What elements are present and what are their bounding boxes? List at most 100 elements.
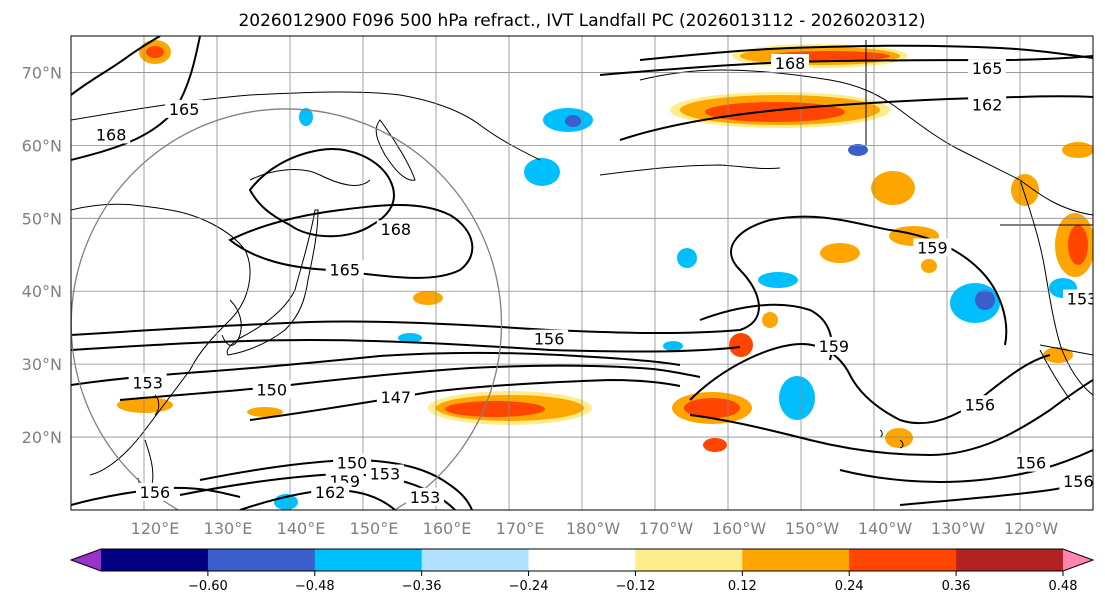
contour-168-japan: [248, 148, 395, 238]
contour-label: 153: [132, 373, 163, 392]
shade-patch-positive: [762, 312, 778, 328]
map-title: 2026012900 F096 500 hPa refract., IVT La…: [238, 11, 925, 31]
longitude-label: 170°E: [496, 519, 545, 538]
longitude-label: 170°W: [639, 519, 694, 538]
colorbar-segment: [207, 549, 316, 571]
longitude-label: 120°E: [131, 519, 180, 538]
contour-label: 147: [381, 388, 412, 407]
contour-165-west: [71, 36, 201, 161]
contour-153-west: [71, 351, 681, 386]
longitude-label: 150°E: [350, 519, 399, 538]
coastline-okhotsk: [249, 169, 371, 186]
shade-patch-positive: [705, 102, 845, 122]
shade-patch-positive: [871, 171, 915, 205]
colorbar-segment: [849, 549, 957, 571]
colorbar-tick-label: −0.48: [295, 579, 335, 594]
colorbar-segment: [956, 549, 1064, 571]
colorbar-tick-label: −0.36: [402, 579, 442, 594]
contour-label: 162: [315, 483, 346, 502]
contour-159-east: [689, 343, 1051, 425]
contour-168-west: [71, 36, 161, 96]
colorbar-segment: [742, 549, 850, 571]
shade-patch-positive: [684, 398, 740, 418]
contour-label-background: [365, 464, 404, 483]
contour-label-background: [1011, 453, 1050, 472]
colorbar-tick-label: 0.36: [942, 579, 971, 594]
colorbar-segment: [421, 549, 530, 571]
longitude-labels: 120°E 130°E 140°E 150°E 160°E 170°E 180°W 170°W…: [131, 519, 1059, 538]
latitude-labels: 20°N 30°N 40°N 50°N 60°N 70°N: [22, 63, 62, 447]
colorbar-segment: [635, 549, 743, 571]
contour-153-north: [71, 338, 741, 353]
shade-patch-positive: [1011, 174, 1039, 206]
colorbar-segment: [101, 549, 209, 571]
shade-patch-positive: [1068, 225, 1088, 265]
border-us-mexico: [1039, 344, 1093, 356]
contour-label-background: [771, 53, 810, 72]
contour-165-japan: [228, 204, 474, 279]
contour-162-north: [619, 95, 1093, 141]
contour-label: 159: [819, 337, 850, 356]
shade-patch-positive: [1062, 142, 1093, 158]
contour-label: 165: [169, 100, 200, 119]
shade-patch-negative: [663, 341, 683, 351]
contour-label: 156: [1063, 472, 1094, 491]
contour-label: 168: [96, 125, 127, 144]
gridlines: [71, 36, 1093, 510]
contour-label: 153: [1067, 290, 1098, 309]
shade-patch-negative: [565, 115, 581, 127]
coastline-hawaii: [879, 429, 904, 449]
colorbar-tick-label: −0.60: [188, 579, 228, 594]
coastline-japan: [226, 209, 319, 356]
contour-label-background: [92, 125, 131, 144]
latitude-label: 60°N: [22, 136, 62, 155]
shade-patch-negative: [677, 248, 697, 268]
shade-patch-positive: [820, 243, 860, 263]
coastline-siberia-north: [71, 91, 541, 161]
contour-label-background: [325, 260, 364, 279]
coastline-kamchatka: [375, 119, 416, 181]
longitude-label: 180°W: [566, 519, 621, 538]
colorbar-segment: [314, 549, 423, 571]
shade-patch-negative: [848, 144, 868, 156]
latitude-label: 70°N: [22, 63, 62, 82]
contour-label-background: [311, 482, 350, 501]
shade-patch-positive: [445, 401, 545, 417]
shade-patch-positive: [703, 438, 727, 452]
shade-patch-positive: [146, 46, 164, 58]
longitude-label: 120°W: [1004, 519, 1059, 538]
shade-patch-positive: [247, 407, 283, 417]
map-frame: [70, 35, 1094, 511]
shade-patch-positive: [885, 428, 913, 448]
shade-patch-positive: [921, 259, 937, 273]
contour-label-background: [376, 387, 415, 406]
contour-label: 168: [775, 54, 806, 73]
coastline-aleutians: [599, 164, 781, 176]
shade-patch-negative: [975, 290, 995, 310]
contour-156-east: [689, 379, 1093, 457]
shade-patch-negative: [524, 158, 560, 186]
shade-patch-positive: [117, 397, 173, 413]
contour-label-background: [968, 95, 1007, 114]
contour-label: 153: [370, 465, 401, 484]
colorbar-tick-label: 0.48: [1049, 579, 1078, 594]
contour-165-north: [599, 55, 1093, 76]
contour-label: 156: [965, 395, 996, 414]
contour-168-north: [639, 44, 1093, 61]
longitude-label: 150°W: [785, 519, 840, 538]
contour-label: 159: [917, 238, 948, 257]
contour-label-background: [252, 380, 291, 399]
contour-156-south-east: [839, 449, 1093, 483]
contour-label-background: [913, 238, 952, 257]
coastline-asia-east: [71, 203, 251, 476]
contour-label: 156: [534, 330, 565, 349]
contour-label: 165: [329, 260, 360, 279]
contour-label-background: [960, 395, 999, 414]
contour-label: 153: [410, 488, 441, 507]
longitude-label: 140°E: [277, 519, 326, 538]
latitude-label: 20°N: [22, 428, 62, 447]
contour-156-north: [71, 215, 1008, 346]
